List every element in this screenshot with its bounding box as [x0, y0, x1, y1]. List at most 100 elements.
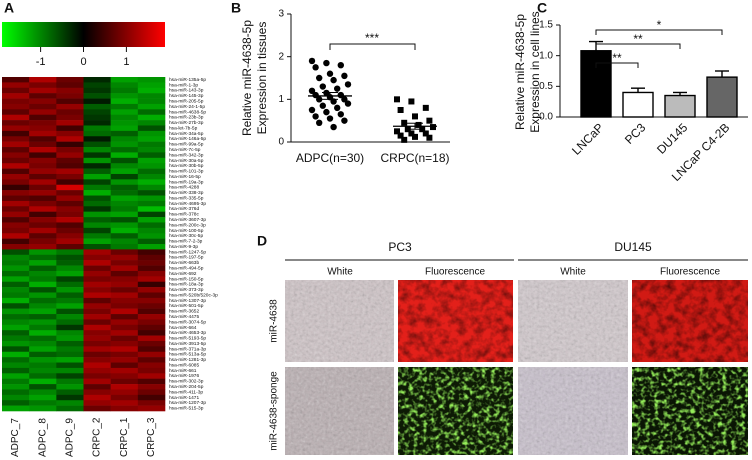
heatmap-cell: [56, 260, 84, 266]
channel-header: Fluorescence: [425, 267, 485, 278]
heatmap-cell: [56, 346, 84, 353]
heatmap-cell: [137, 217, 166, 223]
heatmap-cell: [137, 319, 166, 326]
heatmap-cell: [83, 319, 111, 326]
heatmap-cell: [2, 103, 30, 110]
bar: [706, 76, 738, 118]
row-label: hsa-miR-494-5p: [169, 266, 204, 272]
heatmap-cell: [110, 303, 139, 309]
heatmap-cell: [29, 179, 57, 186]
significance-bracket: [329, 43, 416, 50]
heatmap-cell: [29, 330, 57, 336]
heatmap-cell: [29, 82, 57, 89]
bar: [622, 91, 654, 118]
heatmap-cell: [137, 114, 166, 121]
heatmap-cell: [83, 190, 111, 196]
column-label: CRPC_2: [92, 417, 103, 457]
heatmap-cell: [29, 357, 57, 363]
data-point: [422, 130, 429, 137]
heatmap-cell: [29, 340, 57, 347]
row-label: hsa-miR-1281-3p: [169, 357, 206, 363]
heatmap-cell: [110, 330, 139, 336]
heatmap-cell: [110, 276, 139, 283]
heatmap-cell: [137, 389, 166, 396]
heatmap-cell: [29, 168, 57, 175]
data-point: [394, 128, 400, 135]
data-point: [422, 104, 429, 111]
heatmap-cell: [83, 314, 111, 320]
heatmap-cell: [137, 147, 166, 153]
heatmap-cell: [2, 319, 30, 326]
significance-label: *: [657, 18, 662, 32]
heatmap-cell: [2, 254, 30, 261]
heatmap-cell: [137, 270, 166, 277]
heatmap-cell: [29, 173, 57, 180]
heatmap-cell: [110, 346, 139, 353]
heatmap-cell: [2, 173, 30, 180]
heatmap-cell: [83, 173, 111, 180]
heatmap-cell: [110, 287, 139, 293]
heatmap-cell: [110, 238, 139, 245]
heatmap-cell: [56, 314, 84, 320]
heatmap-cell: [29, 373, 57, 379]
heatmap-cell: [56, 270, 84, 277]
heatmap-cell: [83, 270, 111, 277]
heatmap-cell: [2, 297, 30, 304]
heatmap-cell: [56, 362, 84, 369]
heatmap-cell: [83, 324, 111, 331]
row-label: hsa-miR-1976: [169, 373, 199, 379]
bar: [664, 94, 696, 118]
heatmap-cell: [29, 265, 57, 272]
heatmap-cell: [137, 195, 166, 202]
heatmap-cell: [2, 400, 30, 406]
significance-label: ***: [365, 31, 379, 45]
micrograph-texture: [632, 280, 748, 362]
heatmap-cell: [2, 244, 30, 250]
row-label: hsa-miR-100-5p: [169, 228, 204, 234]
heatmap-cell: [137, 254, 166, 261]
heatmap-cell: [110, 87, 139, 94]
heatmap-cell: [2, 324, 30, 331]
heatmap-cell: [137, 324, 166, 331]
heatmap-cell: [137, 222, 166, 229]
data-point: [312, 64, 319, 71]
data-point: [330, 98, 337, 105]
heatmap-cell: [137, 82, 166, 89]
heatmap-cell: [83, 200, 111, 207]
heatmap-cell: [2, 314, 30, 320]
heatmap-cell: [56, 173, 84, 180]
row-label: hsa-miR-6085: [169, 362, 199, 368]
heatmap-cell: [110, 157, 139, 164]
heatmap-cell: [29, 217, 57, 223]
data-point: [341, 96, 348, 103]
heatmap-cell: [83, 179, 111, 186]
heatmap-cell: [2, 179, 30, 186]
heatmap-cell: [137, 125, 166, 132]
row-label: hsa-miR-34a-5p: [169, 131, 204, 137]
heatmap-cell: [56, 400, 84, 406]
heatmap-cell: [83, 233, 111, 239]
heatmap-cell: [29, 389, 57, 396]
heatmap-cell: [83, 120, 111, 126]
heatmap-cell: [137, 249, 166, 256]
data-point: [426, 117, 433, 124]
heatmap-cell: [2, 98, 30, 105]
panel-label: C: [537, 0, 547, 16]
data-point: [412, 113, 418, 120]
heatmap-cell: [137, 87, 166, 94]
row-label: hsa-miR-692: [169, 271, 197, 277]
heatmap-cell: [137, 335, 166, 342]
heatmap-cell: [29, 190, 57, 196]
row-label: hsa-miR-150-5p: [169, 276, 204, 282]
row-label: hsa-miR-342-3p: [169, 152, 204, 158]
heatmap-cell: [56, 357, 84, 363]
heatmap-cell: [29, 351, 57, 358]
heatmap-cell: [110, 184, 139, 191]
data-point: [430, 124, 436, 131]
heatmap-cell: [137, 297, 166, 304]
heatmap-cell: [83, 87, 111, 94]
heatmap-cell: [56, 249, 84, 256]
row-label: hsa-miR-9-3p: [169, 244, 198, 250]
channel-header: Fluorescence: [660, 267, 720, 278]
row-label: hsa-miR-5193-5p: [169, 336, 206, 342]
